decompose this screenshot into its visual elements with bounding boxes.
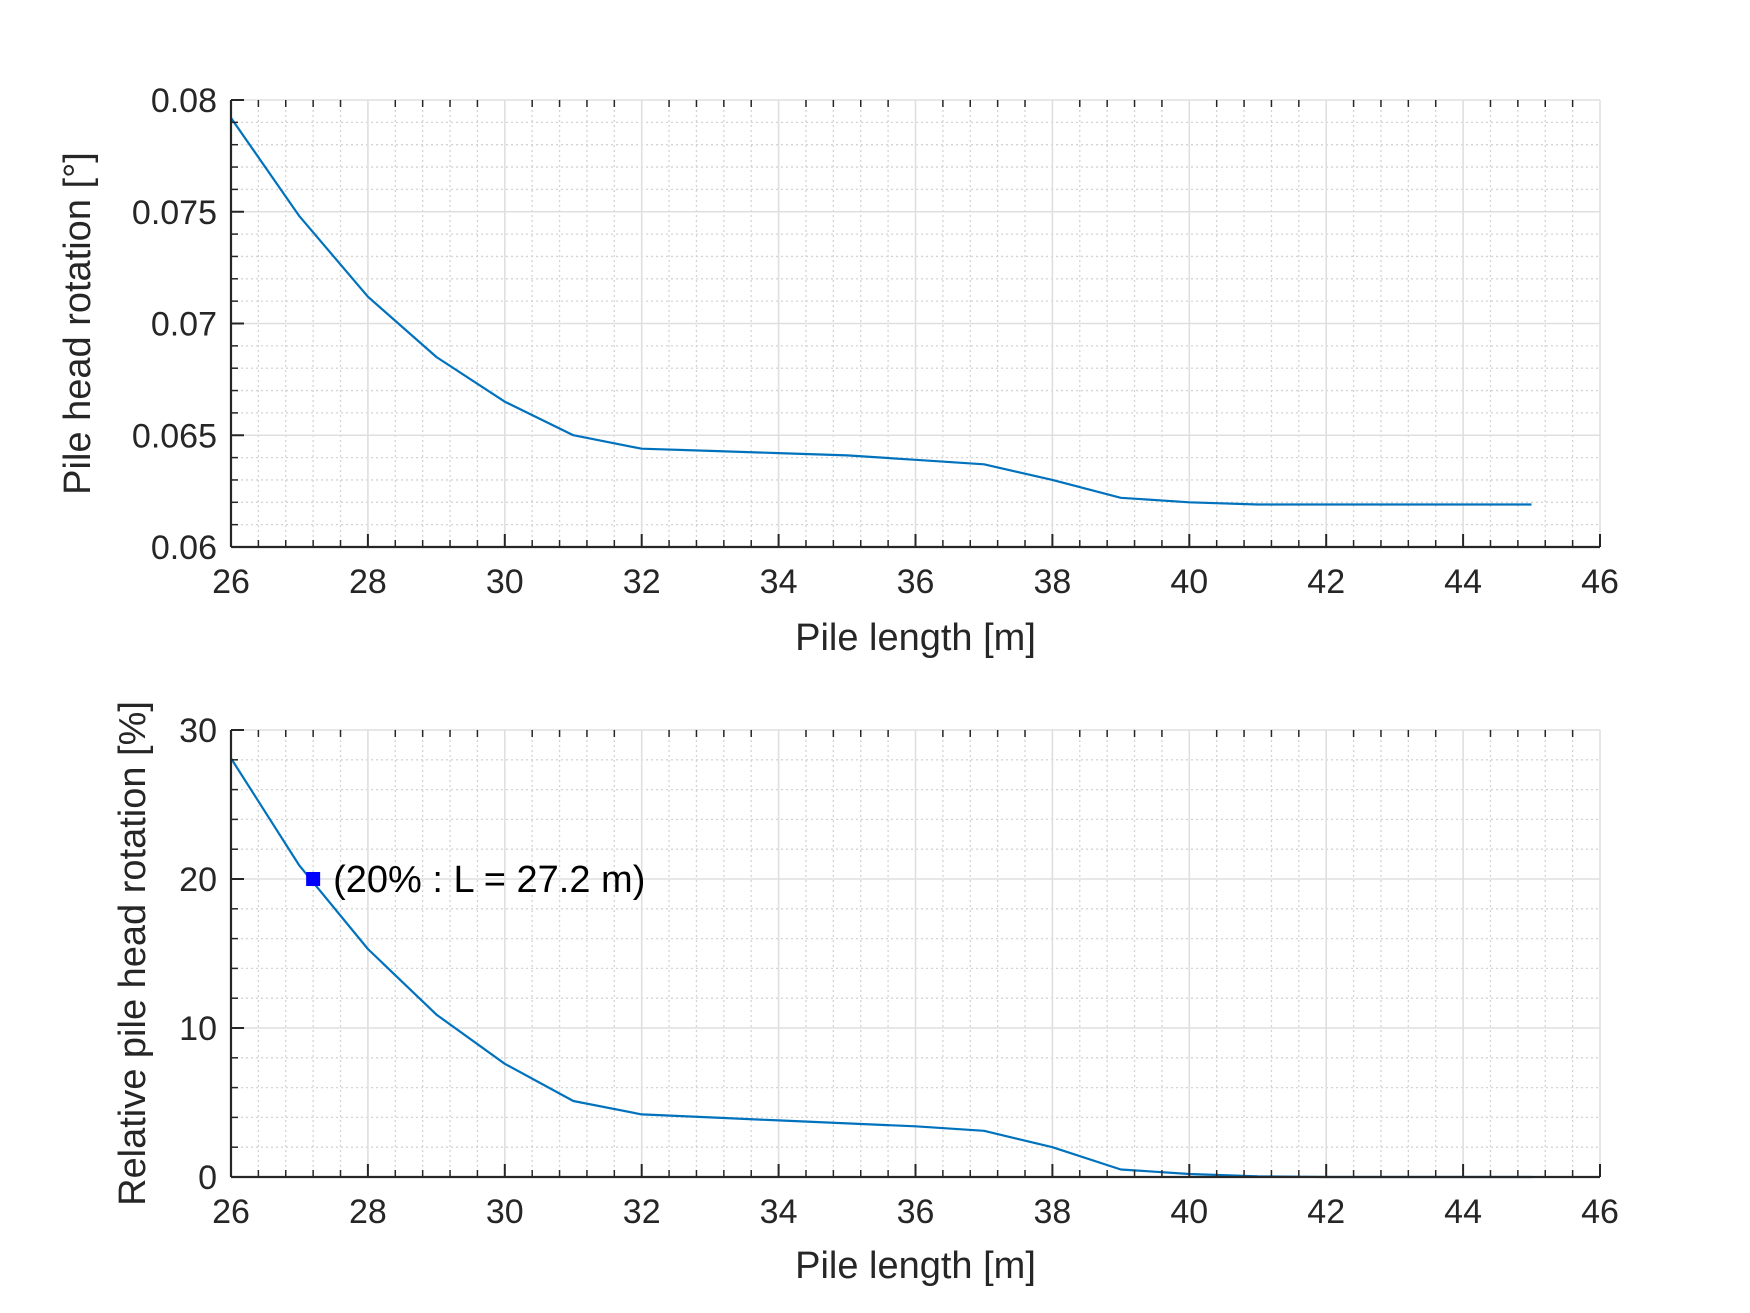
x-tick-label: 44 (1444, 1193, 1482, 1231)
top-chart-y-tick-labels: 0.06 0.065 0.07 0.075 0.08 (132, 82, 217, 567)
x-tick-label: 28 (349, 563, 387, 601)
top-chart-x-axis-label: Pile length [m] (795, 617, 1036, 659)
top-chart-ticks (230, 99, 1601, 548)
x-tick-label: 46 (1581, 563, 1619, 601)
x-tick-label: 32 (623, 563, 661, 601)
top-chart-x-tick-labels: 26 28 30 32 34 36 38 40 42 44 46 (212, 563, 1619, 601)
y-tick-label: 0.065 (132, 417, 217, 455)
x-tick-label: 46 (1581, 1193, 1619, 1231)
x-tick-label: 44 (1444, 563, 1482, 601)
x-tick-label: 38 (1033, 563, 1071, 601)
bottom-chart-x-axis-label: Pile length [m] (795, 1245, 1036, 1287)
x-tick-label: 30 (486, 563, 524, 601)
y-tick-label: 0.06 (151, 529, 217, 567)
top-chart: 26 28 30 32 34 36 38 40 42 44 46 0.06 0.065 0.07 0.07… (57, 82, 1619, 659)
bottom-chart-y-tick-labels: 0 10 20 30 (179, 712, 217, 1197)
bottom-chart-x-tick-labels: 26 28 30 32 34 36 38 40 42 44 46 (212, 1193, 1619, 1231)
bottom-chart-minor-grid (231, 730, 1600, 1177)
annotation-label: (20% : L = 27.2 m) (333, 859, 645, 901)
bottom-chart-ticks (230, 729, 1601, 1178)
x-tick-label: 34 (760, 563, 798, 601)
x-tick-label: 40 (1170, 563, 1208, 601)
y-tick-label: 20 (179, 861, 217, 899)
bottom-chart-y-axis-label: Relative pile head rotation [%] (112, 701, 154, 1206)
x-tick-label: 32 (623, 1193, 661, 1231)
x-tick-label: 28 (349, 1193, 387, 1231)
x-tick-label: 42 (1307, 1193, 1345, 1231)
x-tick-label: 26 (212, 563, 250, 601)
x-tick-label: 30 (486, 1193, 524, 1231)
annotation-marker (306, 872, 321, 886)
top-chart-series (230, 117, 1532, 506)
top-chart-minor-grid (231, 100, 1600, 547)
x-tick-label: 34 (760, 1193, 798, 1231)
y-tick-label: 0.075 (132, 194, 217, 232)
x-tick-label: 26 (212, 1193, 250, 1231)
x-tick-label: 42 (1307, 563, 1345, 601)
y-tick-label: 0.08 (151, 82, 217, 120)
x-tick-label: 36 (897, 563, 935, 601)
series-line (230, 117, 1532, 506)
bottom-chart: 26 28 30 32 34 36 38 40 42 44 46 0 10 20 30 (20% : L … (112, 701, 1619, 1287)
bottom-chart-annotations: (20% : L = 27.2 m) (306, 859, 645, 901)
x-tick-label: 40 (1170, 1193, 1208, 1231)
y-tick-label: 30 (179, 712, 217, 750)
y-tick-label: 0 (198, 1159, 217, 1197)
top-chart-y-axis-label: Pile head rotation [°] (57, 152, 99, 495)
y-tick-label: 0.07 (151, 306, 217, 344)
y-tick-label: 10 (179, 1010, 217, 1048)
x-tick-label: 36 (897, 1193, 935, 1231)
x-tick-label: 38 (1033, 1193, 1071, 1231)
